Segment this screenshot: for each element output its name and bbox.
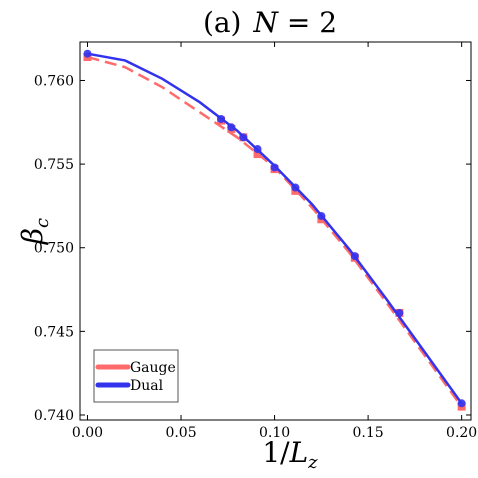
point-dual (270, 163, 279, 172)
x-tick-label: 0.20 (446, 425, 477, 441)
legend-label-dual: Dual (130, 378, 164, 394)
legend-label-gauge: Gauge (130, 360, 176, 376)
y-axis-label: βc (16, 218, 53, 245)
point-dual (83, 49, 92, 58)
point-dual (253, 145, 262, 154)
x-tick-label: 0.15 (353, 425, 384, 441)
x-tick-label: 0.00 (72, 425, 103, 441)
point-dual (317, 211, 326, 220)
plot-frame (79, 41, 472, 421)
x-tick-label: 0.10 (259, 425, 290, 441)
x-tick-label: 0.05 (165, 425, 196, 441)
point-dual (217, 114, 226, 123)
legend: Gauge Dual (93, 349, 179, 403)
point-dual (227, 123, 236, 132)
point-dual (291, 183, 300, 192)
x-axis-label: 1/Lz (262, 436, 318, 473)
y-tick-label: 0.755 (34, 157, 74, 173)
y-tick-label: 0.760 (34, 73, 74, 89)
legend-box (93, 349, 179, 403)
point-dual (350, 252, 359, 261)
y-tick-label: 0.745 (34, 324, 74, 340)
point-dual (239, 133, 248, 142)
y-tick-label: 0.750 (34, 241, 74, 257)
point-dual (457, 399, 466, 408)
chart-title: (a) N = 2 (203, 6, 337, 39)
point-gauge (253, 150, 262, 159)
y-axis: 0.740 0.745 0.750 0.755 0.760 (34, 73, 471, 424)
point-dual (395, 308, 404, 317)
x-axis: 0.00 0.05 0.10 0.15 0.20 (72, 42, 477, 441)
y-tick-label: 0.740 (34, 408, 74, 424)
series-layer (83, 49, 466, 411)
